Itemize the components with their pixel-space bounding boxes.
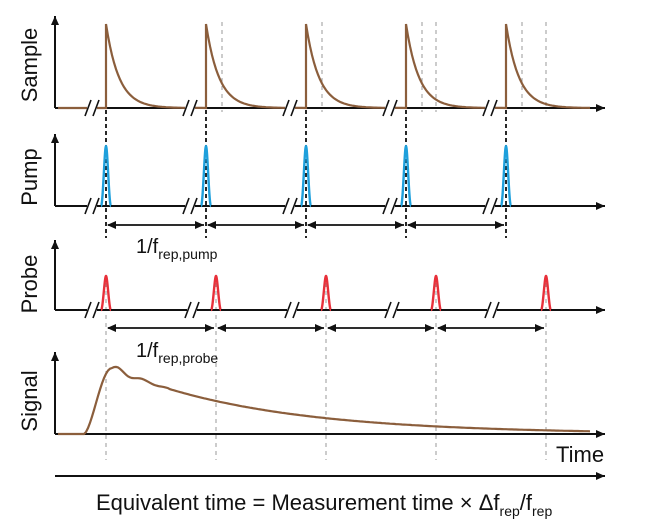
pump-period-text: 1/f [136, 236, 159, 258]
caption-main: Equivalent time = Measurement time × Δf [96, 490, 500, 515]
signal-panel [51, 352, 605, 438]
axis-break-mark [382, 99, 390, 117]
axis-break-gap [485, 100, 495, 116]
axis-break-mark [184, 301, 192, 319]
caption-slash: /f [519, 490, 533, 515]
probe-period-sub: rep,probe [158, 350, 219, 366]
axis-break-mark [92, 99, 100, 117]
axis-break-gap [285, 100, 295, 116]
pump-pulse [499, 144, 513, 208]
equivalent-time-caption: Equivalent time = Measurement time × Δfr… [96, 490, 552, 519]
axis-break-mark [92, 197, 100, 215]
sample-panel [51, 16, 605, 112]
probe-pulse [319, 274, 333, 312]
axis-break-gap [285, 198, 295, 214]
axis-break-gap [187, 302, 197, 318]
probe-pulse [539, 274, 553, 312]
pump-period-label: 1/frep,pump [136, 236, 217, 262]
pump-axis-label: Pump [17, 148, 42, 206]
pump-pulse [199, 144, 213, 208]
axis-break-gap [385, 100, 395, 116]
axis-break-mark [484, 301, 492, 319]
axis-break-mark [284, 301, 292, 319]
pump-panel [51, 134, 605, 229]
signal-axis-label: Signal [17, 370, 42, 432]
axis-break-gap [387, 302, 397, 318]
axis-break-gap [185, 198, 195, 214]
probe-pulse [209, 274, 223, 312]
axis-break-mark [384, 301, 392, 319]
axis-break-mark [390, 99, 398, 117]
axis-break-mark [182, 197, 190, 215]
axis-break-mark [192, 301, 200, 319]
pump-pulses [99, 144, 513, 208]
axis-break-mark [492, 301, 500, 319]
axis-break-gap [87, 302, 97, 318]
axis-break-mark [382, 197, 390, 215]
sample-response-trace [58, 23, 591, 110]
pump-pulse [99, 144, 113, 208]
axis-break-gap [87, 198, 97, 214]
probe-axis-label: Probe [17, 254, 42, 314]
axis-break-mark [490, 99, 498, 117]
caption-sub1: rep [499, 503, 520, 519]
axis-break-mark [282, 99, 290, 117]
probe-pulse [429, 274, 443, 312]
axis-break-gap [487, 302, 497, 318]
guide-lines [105, 22, 547, 460]
axis-break-mark [490, 197, 498, 215]
axis-break-mark [482, 197, 490, 215]
axis-break-gap [287, 302, 297, 318]
axis-break-gap [185, 100, 195, 116]
signal-trace [58, 365, 591, 436]
axis-break-mark [482, 99, 490, 117]
axis-break-gap [87, 100, 97, 116]
axis-break-mark [84, 301, 92, 319]
axis-break-mark [84, 99, 92, 117]
axis-break-gap [485, 198, 495, 214]
probe-pulses [99, 274, 553, 312]
probe-period-text: 1/f [136, 340, 159, 362]
time-axis-label: Time [556, 442, 605, 467]
pump-pulse [299, 144, 313, 208]
axis-break-mark [290, 99, 298, 117]
caption-sub2: rep [532, 503, 553, 519]
axis-break-mark [390, 197, 398, 215]
probe-period-label: 1/frep,probe [136, 340, 218, 366]
axis-break-mark [182, 99, 190, 117]
axis-break-mark [290, 197, 298, 215]
axis-break-mark [282, 197, 290, 215]
pump-period-sub: rep,pump [158, 246, 218, 262]
axis-break-mark [84, 197, 92, 215]
axis-break-mark [190, 99, 198, 117]
sample-axis-label: Sample [17, 27, 42, 103]
axis-break-marks [84, 99, 500, 319]
probe-pulse [99, 274, 113, 312]
axis-break-mark [392, 301, 400, 319]
axis-break-mark [292, 301, 300, 319]
axis-break-gap [385, 198, 395, 214]
axis-break-mark [190, 197, 198, 215]
pump-pulse [399, 144, 413, 208]
axis-break-mark [92, 301, 100, 319]
probe-panel [51, 240, 605, 332]
